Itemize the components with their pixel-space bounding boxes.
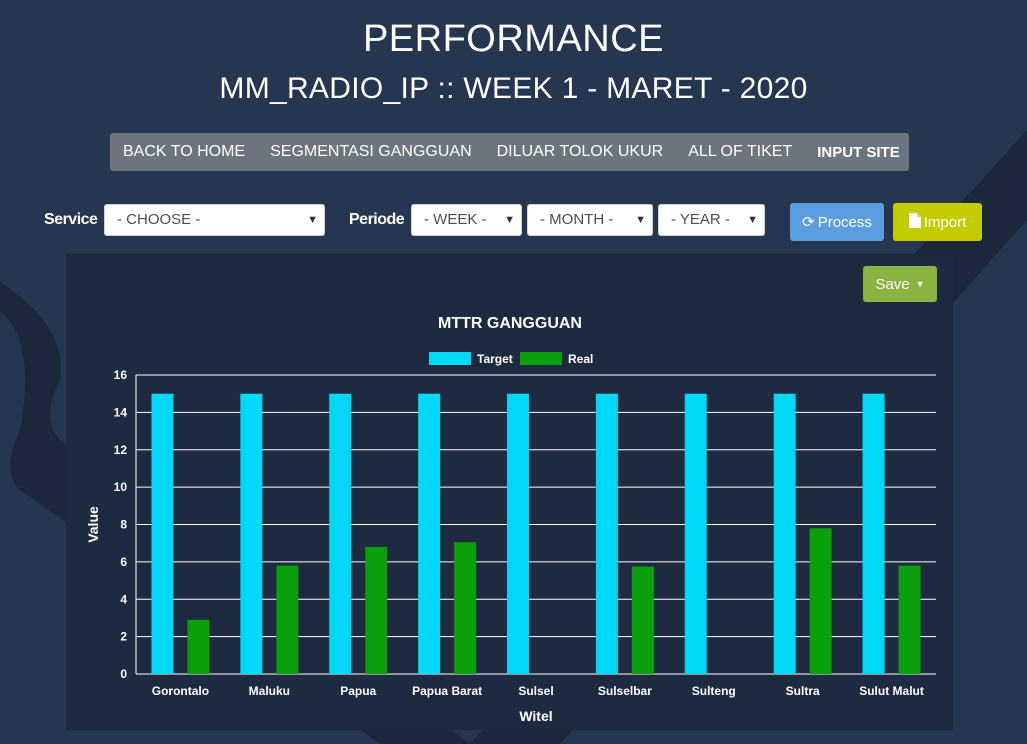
bar-real xyxy=(809,528,832,674)
chevron-down-icon: ▼ xyxy=(747,214,758,226)
bar-target xyxy=(329,393,352,674)
page-subtitle: MM_RADIO_IP :: WEEK 1 - MARET - 2020 xyxy=(219,72,808,105)
bar-target xyxy=(684,393,707,674)
year-select[interactable]: - YEAR - ▼ xyxy=(658,204,765,236)
refresh-icon: ⟳ xyxy=(802,214,815,231)
x-tick-label: Sulsel xyxy=(518,684,553,698)
nav-diluar-tolok-ukur[interactable]: DILUAR TOLOK UKUR xyxy=(496,143,664,160)
month-select[interactable]: - MONTH - ▼ xyxy=(527,204,653,236)
save-dropdown-button[interactable]: Save ▼ xyxy=(863,266,937,302)
nav-segmentasi-gangguan[interactable]: SEGMENTASI GANGGUAN xyxy=(270,143,472,160)
bar-target xyxy=(151,393,174,674)
year-select-value: - YEAR - xyxy=(671,211,730,228)
x-tick-label: Papua xyxy=(340,684,376,698)
y-tick-label: 2 xyxy=(120,630,127,644)
save-button-label: Save xyxy=(875,275,910,293)
process-button-label: Process xyxy=(817,213,872,231)
periode-label: Periode xyxy=(349,211,405,228)
caret-down-icon: ▼ xyxy=(915,279,925,289)
week-select[interactable]: - WEEK - ▼ xyxy=(411,204,522,236)
chevron-down-icon: ▼ xyxy=(635,214,646,226)
x-tick-label: Sulteng xyxy=(692,684,736,698)
bar-target xyxy=(418,393,441,674)
legend-swatch xyxy=(429,352,471,365)
bar-real xyxy=(187,619,210,674)
y-tick-label: 4 xyxy=(120,592,127,606)
month-select-value: - MONTH - xyxy=(540,211,614,228)
nav-back-to-home[interactable]: BACK TO HOME xyxy=(123,143,246,160)
y-axis-label: Value xyxy=(85,506,101,543)
legend-label: Target xyxy=(477,352,513,366)
service-label: Service xyxy=(44,211,98,228)
legend-swatch xyxy=(520,352,562,365)
x-tick-label: Papua Barat xyxy=(412,684,482,698)
y-tick-label: 0 xyxy=(120,667,127,681)
y-tick-label: 14 xyxy=(114,405,128,419)
y-tick-label: 12 xyxy=(114,443,128,457)
import-button-label: Import xyxy=(923,213,967,231)
nav-all-of-tiket[interactable]: ALL OF TIKET xyxy=(688,143,793,160)
bar-real xyxy=(365,546,388,674)
bar-target xyxy=(595,393,618,674)
bar-real xyxy=(631,566,654,674)
bar-real xyxy=(454,542,477,674)
x-tick-label: Sultra xyxy=(786,684,820,698)
bar-real xyxy=(276,565,299,674)
x-tick-label: Maluku xyxy=(249,684,290,698)
chart-title: MTTR GANGGUAN xyxy=(438,315,582,332)
import-button[interactable]: Import xyxy=(893,203,982,241)
y-tick-label: 10 xyxy=(114,480,128,494)
service-select[interactable]: - CHOOSE - ▼ xyxy=(104,204,325,236)
filter-row: Service - CHOOSE - ▼ Periode - WEEK - ▼ … xyxy=(0,203,1027,241)
y-tick-label: 16 xyxy=(114,368,128,382)
bar-target xyxy=(240,393,263,674)
file-icon xyxy=(908,212,921,232)
x-tick-label: Sulselbar xyxy=(598,684,652,698)
week-select-value: - WEEK - xyxy=(424,211,487,228)
top-navbar: BACK TO HOME SEGMENTASI GANGGUAN DILUAR … xyxy=(110,133,909,171)
chevron-down-icon: ▼ xyxy=(504,214,515,226)
nav-input-site[interactable]: INPUT SITE xyxy=(817,143,900,161)
legend-label: Real xyxy=(568,352,593,366)
page-title: PERFORMANCE xyxy=(362,18,665,60)
service-select-value: - CHOOSE - xyxy=(117,211,201,228)
y-tick-label: 8 xyxy=(120,518,127,532)
bar-target xyxy=(862,393,885,674)
x-axis-label: Witel xyxy=(519,708,552,724)
bar-target xyxy=(773,393,796,674)
x-tick-label: Sulut Malut xyxy=(859,684,924,698)
bar-real xyxy=(898,565,921,674)
y-tick-label: 6 xyxy=(120,555,127,569)
process-button[interactable]: ⟳ Process xyxy=(790,203,884,241)
chevron-down-icon: ▼ xyxy=(307,214,318,226)
x-tick-label: Gorontalo xyxy=(152,684,209,698)
bar-target xyxy=(507,393,529,674)
